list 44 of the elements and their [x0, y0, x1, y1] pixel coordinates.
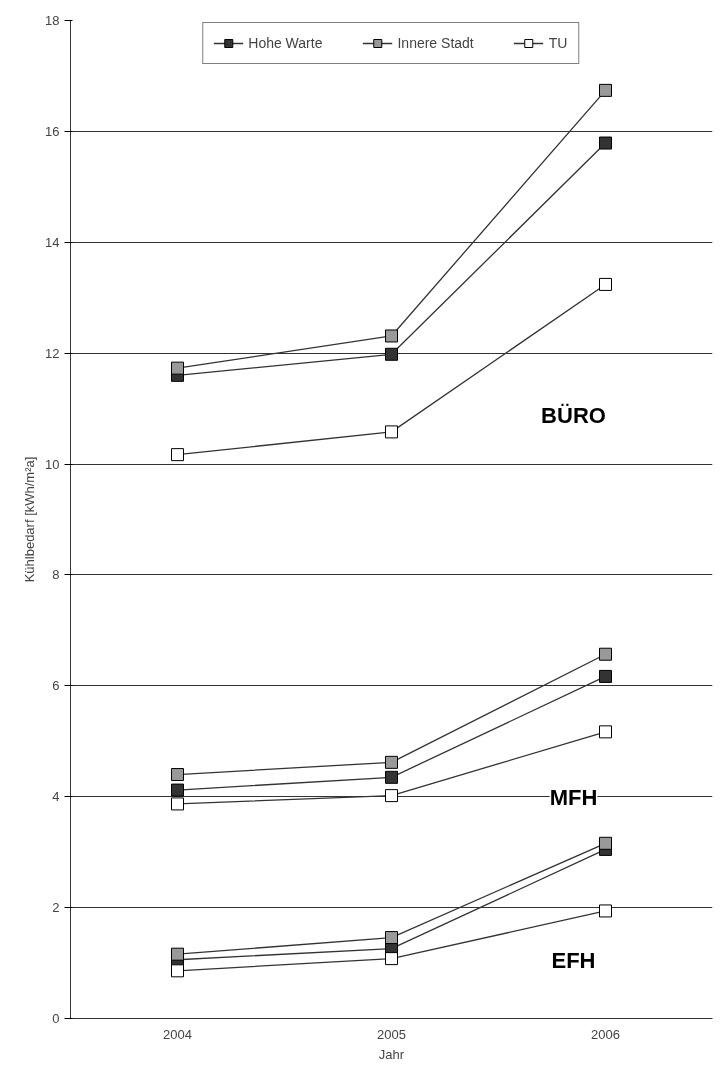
point	[171, 964, 184, 978]
y-tick-label: 2	[52, 900, 60, 916]
x-tick-label: 2005	[377, 1026, 406, 1042]
point	[599, 647, 612, 661]
point	[385, 329, 398, 343]
point	[599, 904, 612, 918]
x-tick-label: 2004	[163, 1026, 192, 1042]
y-tick-label: 16	[45, 123, 60, 139]
point	[599, 277, 612, 291]
y-tick-label: 8	[52, 567, 60, 583]
annotation: MFH	[549, 785, 598, 811]
point	[171, 797, 184, 811]
point	[599, 669, 612, 683]
point	[171, 448, 184, 462]
point	[599, 83, 612, 97]
y-tick-label: 10	[45, 456, 60, 472]
point	[599, 725, 612, 739]
y-tick-label: 0	[52, 1011, 60, 1026]
point	[385, 755, 398, 769]
point	[385, 952, 398, 966]
point	[385, 770, 398, 784]
legend-label: Innere Stadt	[397, 35, 474, 51]
point	[171, 947, 184, 961]
point	[385, 425, 398, 439]
point	[385, 789, 398, 803]
x-tick-label: 2006	[591, 1026, 620, 1042]
y-tick-label: 14	[45, 234, 60, 250]
y-tick-label: 12	[45, 345, 60, 361]
annotation: BÜRO	[541, 403, 606, 429]
point	[171, 783, 184, 797]
legend-label: TU	[548, 35, 569, 51]
y-tick-label: 18	[45, 13, 60, 28]
x-axis-title: Jahr	[378, 1046, 405, 1062]
y-axis-title: Kühlbedarf [kWh/m²a]	[22, 456, 38, 583]
point	[171, 361, 184, 375]
point	[385, 347, 398, 361]
point	[599, 836, 612, 850]
y-tick-label: 4	[52, 789, 60, 805]
legend-label: Hohe Warte	[248, 35, 323, 51]
point	[171, 768, 184, 782]
y-tick-label: 6	[52, 678, 60, 694]
point	[599, 136, 612, 150]
point	[385, 931, 398, 945]
annotation: EFH	[551, 948, 596, 974]
